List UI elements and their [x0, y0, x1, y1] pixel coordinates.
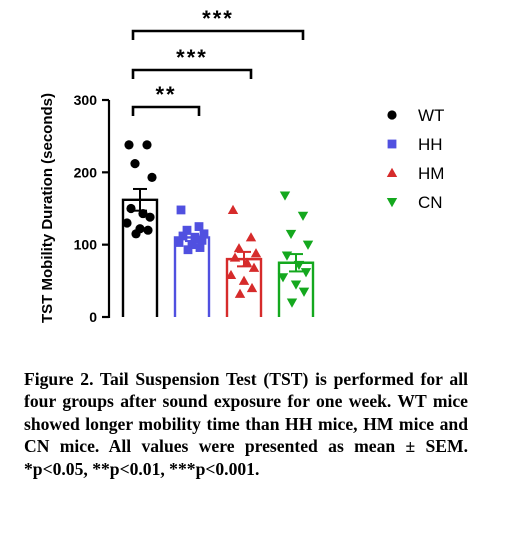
legend-marker-hm [386, 167, 398, 177]
point-hm-1 [227, 204, 239, 214]
legend-marker-hh [387, 139, 397, 149]
point-hm-8 [225, 269, 237, 280]
significance-label-cn: *** [202, 6, 234, 31]
point-cn-3 [285, 229, 297, 240]
point-hh-8 [174, 238, 184, 247]
point-hh-4 [199, 229, 209, 239]
data-points [122, 140, 314, 308]
point-wt-10 [143, 225, 153, 235]
y-tick-label-200: 200 [74, 164, 98, 180]
y-axis: 0 100 200 300 [74, 92, 111, 325]
point-wt-1 [124, 140, 134, 150]
point-hm-11 [234, 288, 246, 298]
point-cn-6 [293, 260, 305, 271]
point-wt-5 [126, 203, 136, 214]
point-cn-11 [286, 298, 298, 308]
point-cn-2 [297, 211, 309, 221]
point-wt-7 [145, 212, 155, 222]
legend-label-wt: WT [418, 106, 444, 125]
point-hm-2 [245, 232, 257, 242]
point-hh-6 [190, 234, 200, 244]
point-cn-9 [290, 280, 302, 290]
bracket-wt-hh [131, 105, 201, 116]
point-hm-10 [246, 282, 258, 293]
point-hm-4 [250, 248, 262, 258]
point-hm-6 [241, 257, 253, 267]
point-cn-4 [302, 240, 314, 250]
point-hh-3 [182, 225, 192, 235]
point-hm-3 [233, 243, 245, 253]
point-cn-8 [277, 273, 289, 283]
point-cn-7 [300, 268, 312, 278]
figure-caption: Figure 2. Tail Suspension Test (TST) is … [24, 369, 468, 479]
significance-label-hh: ** [155, 82, 176, 107]
y-tick-label-0: 0 [89, 309, 97, 325]
point-hh-5 [178, 231, 188, 241]
point-wt-2 [142, 140, 152, 150]
legend-marker-cn [386, 198, 398, 208]
legend-label-cn: CN [418, 193, 443, 212]
y-tick-label-300: 300 [74, 92, 98, 108]
point-hh-7 [197, 235, 207, 245]
point-hh-1 [176, 205, 186, 215]
point-hh-2 [194, 222, 204, 231]
point-wt-11 [131, 229, 141, 239]
point-cn-5 [281, 251, 293, 261]
point-wt-8 [122, 218, 132, 228]
point-hm-7 [248, 262, 260, 272]
point-wt-6 [138, 208, 148, 219]
y-tick-label-100: 100 [74, 237, 98, 253]
point-wt-3 [130, 159, 140, 169]
significance-label-hm: *** [176, 45, 208, 70]
bracket-wt-hm [131, 68, 253, 79]
point-hh-10 [195, 243, 205, 252]
point-hh-11 [183, 245, 193, 255]
legend-label-hm: HM [418, 164, 444, 183]
significance-brackets: ******** [131, 6, 305, 116]
point-hm-9 [238, 275, 250, 285]
y-axis-label: TST Mobility Duration (seconds) [39, 93, 56, 323]
legend-label-hh: HH [418, 135, 443, 154]
point-cn-1 [279, 191, 291, 201]
legend-marker-wt [387, 110, 397, 120]
point-hh-9 [187, 240, 197, 250]
point-wt-4 [147, 172, 157, 182]
point-cn-10 [298, 287, 310, 297]
point-hm-5 [229, 252, 241, 262]
bracket-wt-cn [131, 29, 305, 40]
legend: WT HH HM CN [386, 106, 444, 212]
